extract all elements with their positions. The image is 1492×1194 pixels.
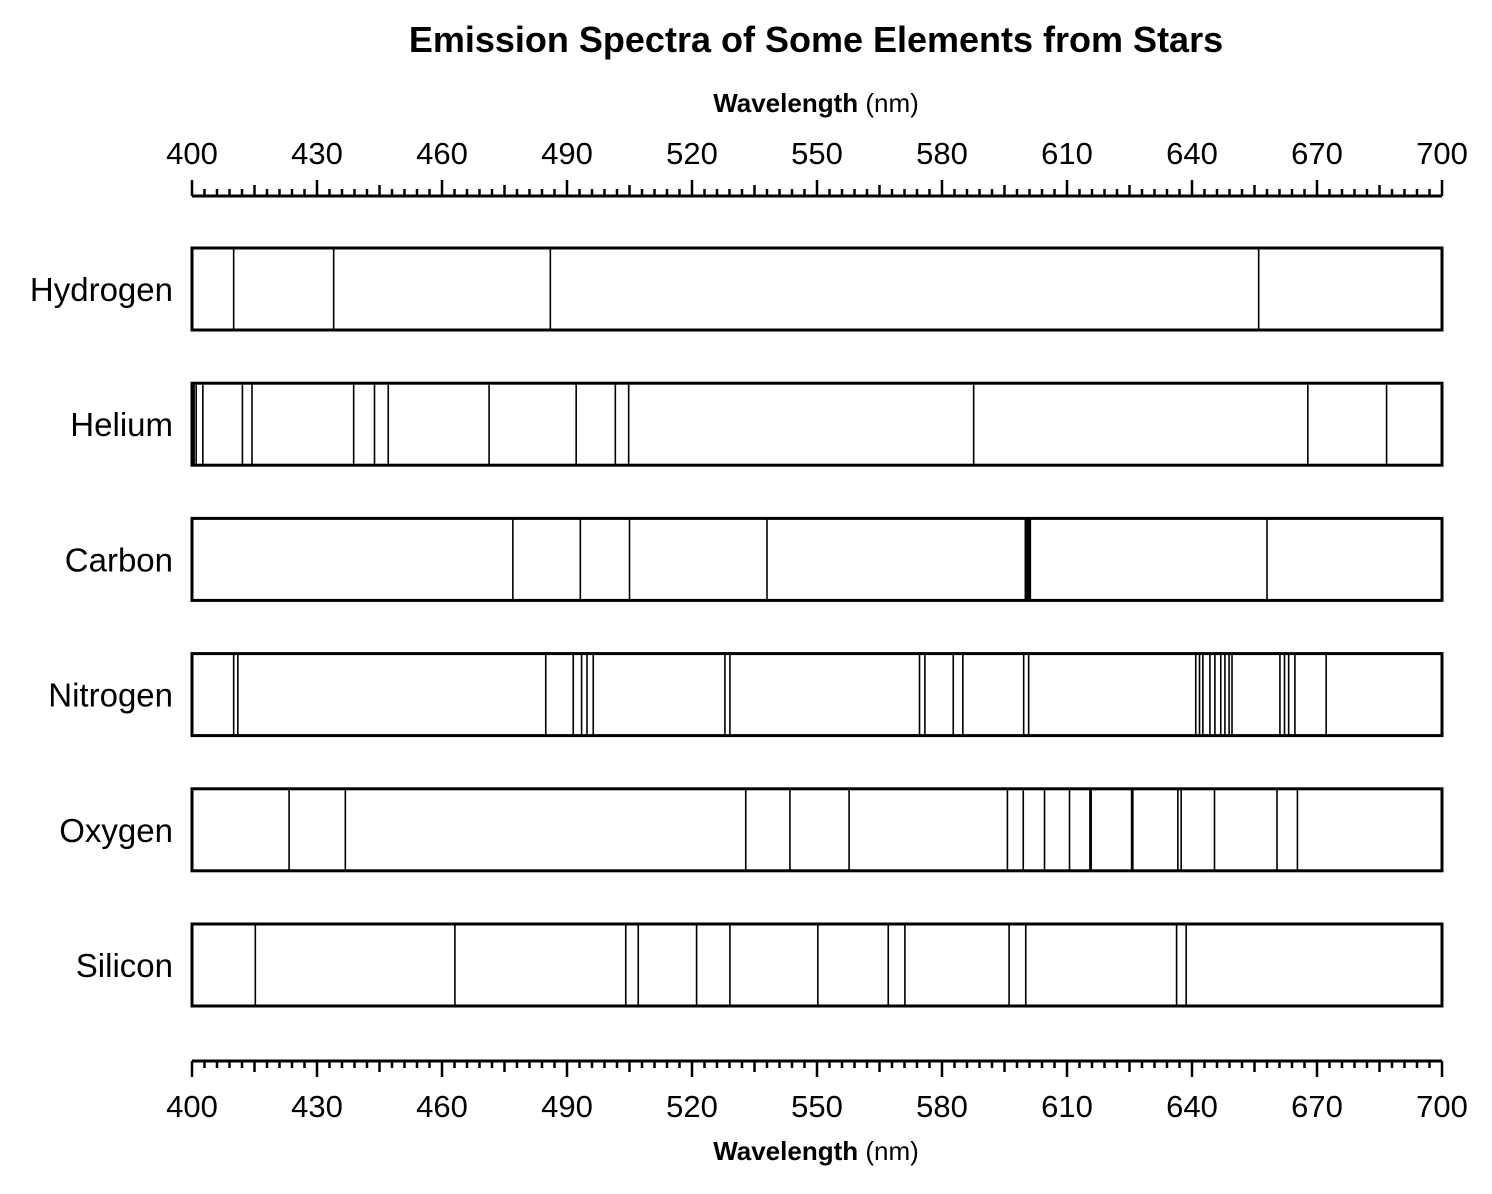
top-axis: 400 430 460 490 520 550 580 610 640 670 700 <box>166 136 1468 198</box>
bottom-tick-label: 400 <box>166 1089 218 1124</box>
top-tick-label: 610 <box>1041 136 1093 171</box>
top-tick-label: 550 <box>791 136 843 171</box>
top-tick-label: 490 <box>541 136 593 171</box>
bottom-axis: 400 430 460 490 520 550 580 610 640 670 700 <box>166 1059 1468 1124</box>
bottom-tick-label: 700 <box>1416 1089 1468 1124</box>
row-label: Helium <box>70 406 173 443</box>
spectra-rows: Hydrogen Helium Carbon Nitrogen Oxygen Silico… <box>30 246 1444 1008</box>
bottom-tick-label: 520 <box>666 1089 718 1124</box>
row-label: Oxygen <box>59 812 173 849</box>
bottom-axis-title-main: Wavelength <box>713 1136 858 1166</box>
bottom-tick-label: 550 <box>791 1089 843 1124</box>
top-tick-label: 580 <box>916 136 968 171</box>
bottom-tick-label: 490 <box>541 1089 593 1124</box>
bottom-tick-label: 430 <box>291 1089 343 1124</box>
top-tick-label: 400 <box>166 136 218 171</box>
bottom-axis-title-unit: (nm) <box>865 1136 918 1166</box>
top-tick-label: 640 <box>1166 136 1218 171</box>
row-label: Silicon <box>76 947 173 984</box>
top-tick-label: 430 <box>291 136 343 171</box>
spectrum-row-helium: Helium <box>70 381 1444 467</box>
bottom-tick-label: 670 <box>1291 1089 1343 1124</box>
bottom-axis-title-gap <box>858 1136 865 1166</box>
spectrum-row-silicon: Silicon <box>76 922 1444 1008</box>
spectrum-row-nitrogen: Nitrogen <box>48 652 1444 738</box>
row-label: Hydrogen <box>30 271 173 308</box>
top-tick-label: 700 <box>1416 136 1468 171</box>
spectrum-row-hydrogen: Hydrogen <box>30 246 1444 332</box>
row-label: Carbon <box>65 541 173 578</box>
top-axis-title-gap <box>858 88 865 118</box>
top-tick-label: 520 <box>666 136 718 171</box>
bottom-tick-label: 460 <box>416 1089 468 1124</box>
top-tick-label: 670 <box>1291 136 1343 171</box>
bottom-tick-label: 640 <box>1166 1089 1218 1124</box>
row-label: Nitrogen <box>48 677 173 714</box>
top-axis-title-main: Wavelength <box>713 88 858 118</box>
bottom-tick-label: 610 <box>1041 1089 1093 1124</box>
spectrum-box <box>190 246 1444 332</box>
spectrum-row-carbon: Carbon <box>65 516 1444 602</box>
spectrum-box <box>190 922 1444 1008</box>
spectrum-box <box>190 652 1444 738</box>
top-axis-title: Wavelength (nm) <box>713 88 919 118</box>
bottom-tick-label: 580 <box>916 1089 968 1124</box>
spectrum-box <box>190 516 1444 602</box>
spectrum-box <box>190 787 1444 873</box>
spectrum-row-oxygen: Oxygen <box>59 787 1444 873</box>
bottom-axis-title: Wavelength (nm) <box>713 1136 919 1166</box>
chart-title: Emission Spectra of Some Elements from S… <box>409 19 1223 60</box>
spectrum-box <box>190 381 1444 467</box>
top-tick-label: 460 <box>416 136 468 171</box>
top-axis-title-unit: (nm) <box>865 88 918 118</box>
